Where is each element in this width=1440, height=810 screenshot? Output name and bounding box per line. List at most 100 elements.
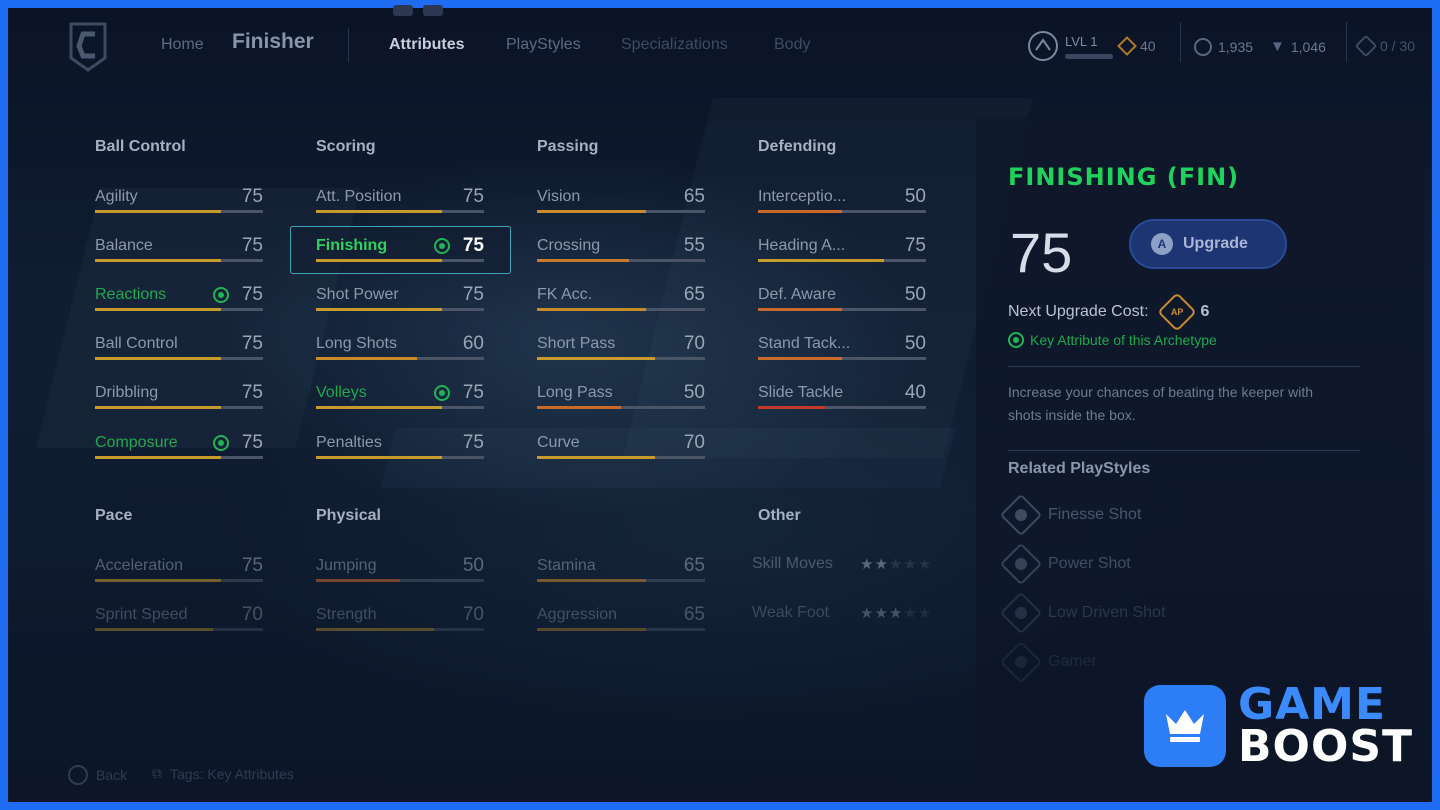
attribute-short-pass[interactable]: Short Pass 70: [537, 333, 705, 369]
attribute-long-shots[interactable]: Long Shots 60: [316, 333, 484, 369]
attribute-curve[interactable]: Curve 70: [537, 432, 705, 468]
attribute-finishing[interactable]: Finishing 75: [316, 235, 484, 271]
low-driven-shot-icon: [999, 591, 1043, 635]
attribute-sprint-speed[interactable]: Sprint Speed 70: [95, 604, 263, 640]
attribute-shot-power[interactable]: Shot Power 75: [316, 284, 484, 320]
attribute-heading-a[interactable]: Heading A... 75: [758, 235, 926, 271]
attribute-acceleration[interactable]: Acceleration 75: [95, 555, 263, 591]
attribute-name: Reactions: [95, 286, 167, 303]
attribute-value: 75: [462, 382, 484, 403]
attribute-aggression[interactable]: Aggression 65: [537, 604, 705, 640]
power-shot-icon: [999, 542, 1043, 586]
selection-highlight: [290, 226, 511, 274]
attribute-interceptio[interactable]: Interceptio... 50: [758, 186, 926, 222]
attribute-fk-acc[interactable]: FK Acc. 65: [537, 284, 705, 320]
gameboost-logo: [1144, 685, 1226, 767]
attribute-name: Sprint Speed: [95, 606, 188, 623]
playstyle-label: Finesse Shot: [1048, 506, 1142, 523]
attribute-bar-fill: [95, 628, 213, 631]
attribute-bar-fill: [758, 357, 842, 360]
attribute-bar: [758, 308, 926, 311]
attribute-long-pass[interactable]: Long Pass 50: [537, 382, 705, 418]
attribute-name: Curve: [537, 434, 580, 451]
attribute-bar-fill: [758, 210, 842, 213]
attribute-balance[interactable]: Balance 75: [95, 235, 263, 271]
attribute-bar: [95, 308, 263, 311]
attribute-stand-tack[interactable]: Stand Tack... 50: [758, 333, 926, 369]
attribute-value: 65: [683, 555, 705, 576]
attribute-slide-tackle[interactable]: Slide Tackle 40: [758, 382, 926, 418]
tags-hint[interactable]: ⧉ Tags: Key Attributes: [152, 765, 294, 782]
attribute-ball-control[interactable]: Ball Control 75: [95, 333, 263, 369]
attribute-bar: [316, 579, 484, 582]
attribute-penalties[interactable]: Penalties 75: [316, 432, 484, 468]
attribute-name: Interceptio...: [758, 188, 847, 205]
attribute-bar-fill: [95, 357, 221, 360]
attribute-bar: [537, 210, 705, 213]
back-hint[interactable]: Back: [68, 765, 127, 785]
key-attribute-icon: [1008, 332, 1024, 348]
attribute-vision[interactable]: Vision 65: [537, 186, 705, 222]
attribute-bar: [537, 357, 705, 360]
attribute-strength[interactable]: Strength 70: [316, 604, 484, 640]
attribute-name: FK Acc.: [537, 286, 593, 303]
attribute-bar: [537, 259, 705, 262]
attribute-value: 75: [241, 382, 263, 403]
attribute-jumping[interactable]: Jumping 50: [316, 555, 484, 591]
attribute-value: 65: [683, 604, 705, 625]
attribute-name: Volleys: [316, 384, 367, 401]
tab-body[interactable]: Body: [774, 36, 811, 53]
key-attribute-icon: [213, 287, 229, 303]
key-attribute-icon: [434, 238, 450, 254]
attribute-bar: [95, 210, 263, 213]
rating-name: Skill Moves: [752, 555, 833, 572]
category-physical: Physical: [316, 507, 381, 524]
playstyle-low-driven-shot[interactable]: Low Driven Shot: [999, 591, 1165, 635]
attribute-volleys[interactable]: Volleys 75: [316, 382, 484, 418]
gems-counter: ▼ 1,046: [1270, 38, 1326, 55]
attribute-agility[interactable]: Agility 75: [95, 186, 263, 222]
playstyle-finesse-shot[interactable]: Finesse Shot: [999, 493, 1142, 537]
attribute-reactions[interactable]: Reactions 75: [95, 284, 263, 320]
upgrade-label: Upgrade: [1183, 235, 1248, 252]
attribute-bar-fill: [758, 259, 884, 262]
category-defending: Defending: [758, 138, 837, 155]
attribute-bar: [758, 406, 926, 409]
attribute-name: Heading A...: [758, 237, 846, 254]
gamer-icon: [999, 640, 1043, 684]
attribute-bar-fill: [316, 579, 400, 582]
attribute-value: 75: [241, 432, 263, 453]
attribute-att-position[interactable]: Att. Position 75: [316, 186, 484, 222]
attribute-value: 75: [462, 235, 484, 256]
nav-home[interactable]: Home: [161, 36, 204, 53]
attribute-composure[interactable]: Composure 75: [95, 432, 263, 468]
attribute-value: 75: [904, 235, 926, 256]
attribute-bar-fill: [758, 308, 842, 311]
attribute-name: Jumping: [316, 557, 377, 574]
tab-specializations[interactable]: Specializations: [621, 36, 728, 53]
tab-attributes[interactable]: Attributes: [389, 36, 465, 53]
attribute-def-aware[interactable]: Def. Aware 50: [758, 284, 926, 320]
upgrade-cost: Next Upgrade Cost: AP 6: [1008, 292, 1209, 332]
upgrade-button[interactable]: A Upgrade: [1129, 219, 1287, 269]
attribute-bar-fill: [316, 456, 442, 459]
attribute-crossing[interactable]: Crossing 55: [537, 235, 705, 271]
attribute-dribbling[interactable]: Dribbling 75: [95, 382, 263, 418]
attribute-title: FINISHING (FIN): [1008, 163, 1240, 191]
attribute-name: Aggression: [537, 606, 618, 623]
attribute-name: Short Pass: [537, 335, 616, 352]
playstyle-power-shot[interactable]: Power Shot: [999, 542, 1131, 586]
attribute-name: Strength: [316, 606, 377, 623]
view-button-icon: ⧉: [152, 765, 162, 781]
tab-playstyles[interactable]: PlayStyles: [506, 36, 581, 53]
attribute-value: 75: [241, 284, 263, 305]
attribute-stamina[interactable]: Stamina 65: [537, 555, 705, 591]
attribute-value: 50: [904, 284, 926, 305]
panel-divider: [1008, 450, 1360, 451]
wordmark-line2: BOOST: [1238, 721, 1414, 772]
attribute-bar: [537, 579, 705, 582]
attribute-description: Increase your chances of beating the kee…: [1008, 384, 1314, 423]
attribute-name: Stamina: [537, 557, 596, 574]
playstyle-gamer[interactable]: Gamer: [999, 640, 1097, 684]
category-pace: Pace: [95, 507, 133, 524]
